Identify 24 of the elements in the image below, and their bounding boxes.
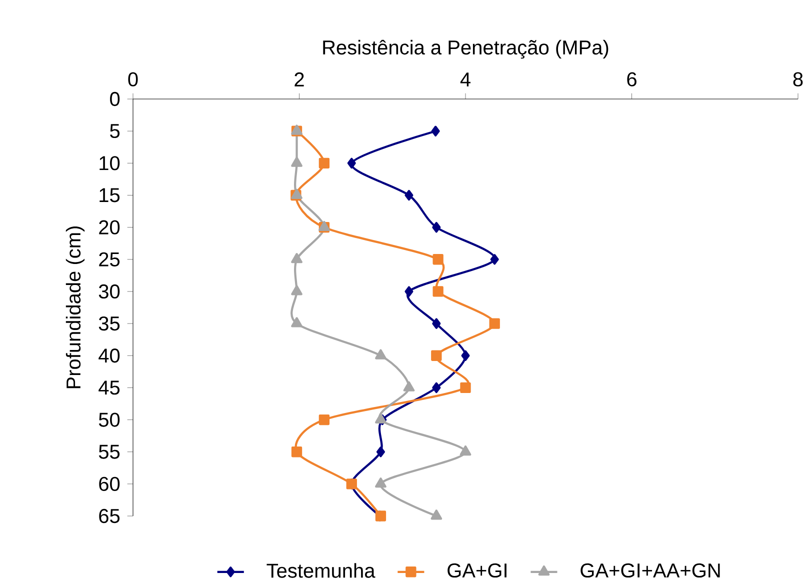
x-tick-label: 0: [128, 72, 138, 86]
y-tick-label: 20: [99, 220, 120, 234]
y-tick-label: 65: [99, 508, 120, 524]
y-tick-label: 25: [99, 252, 120, 266]
x-tick-label: 8: [793, 72, 803, 86]
y-tick-label: 45: [98, 380, 120, 395]
legend-label: GA+GI: [448, 563, 506, 578]
y-tick-label: 15: [100, 188, 120, 202]
x-tick-label: 2: [294, 72, 304, 86]
x-axis-title: Resistência a Penetração (MPa): [323, 40, 608, 59]
y-axis-title: Profundidade (cm): [66, 226, 85, 388]
x-tick-label: 4: [460, 72, 470, 86]
y-tick-label: 0: [110, 92, 120, 106]
legend-label: Testemunha: [266, 563, 376, 578]
y-tick-label: 5: [110, 124, 120, 138]
legend-label: GA+GI+AA+GN: [580, 563, 720, 578]
y-tick-label: 55: [98, 444, 120, 459]
y-tick-label: 40: [98, 348, 120, 363]
y-tick-label: 10: [100, 156, 120, 170]
y-tick-label: 35: [98, 316, 120, 331]
y-tick-label: 60: [99, 476, 120, 492]
y-tick-label: 50: [98, 412, 120, 427]
x-tick-label: 6: [627, 72, 636, 86]
y-tick-label: 30: [98, 284, 120, 299]
